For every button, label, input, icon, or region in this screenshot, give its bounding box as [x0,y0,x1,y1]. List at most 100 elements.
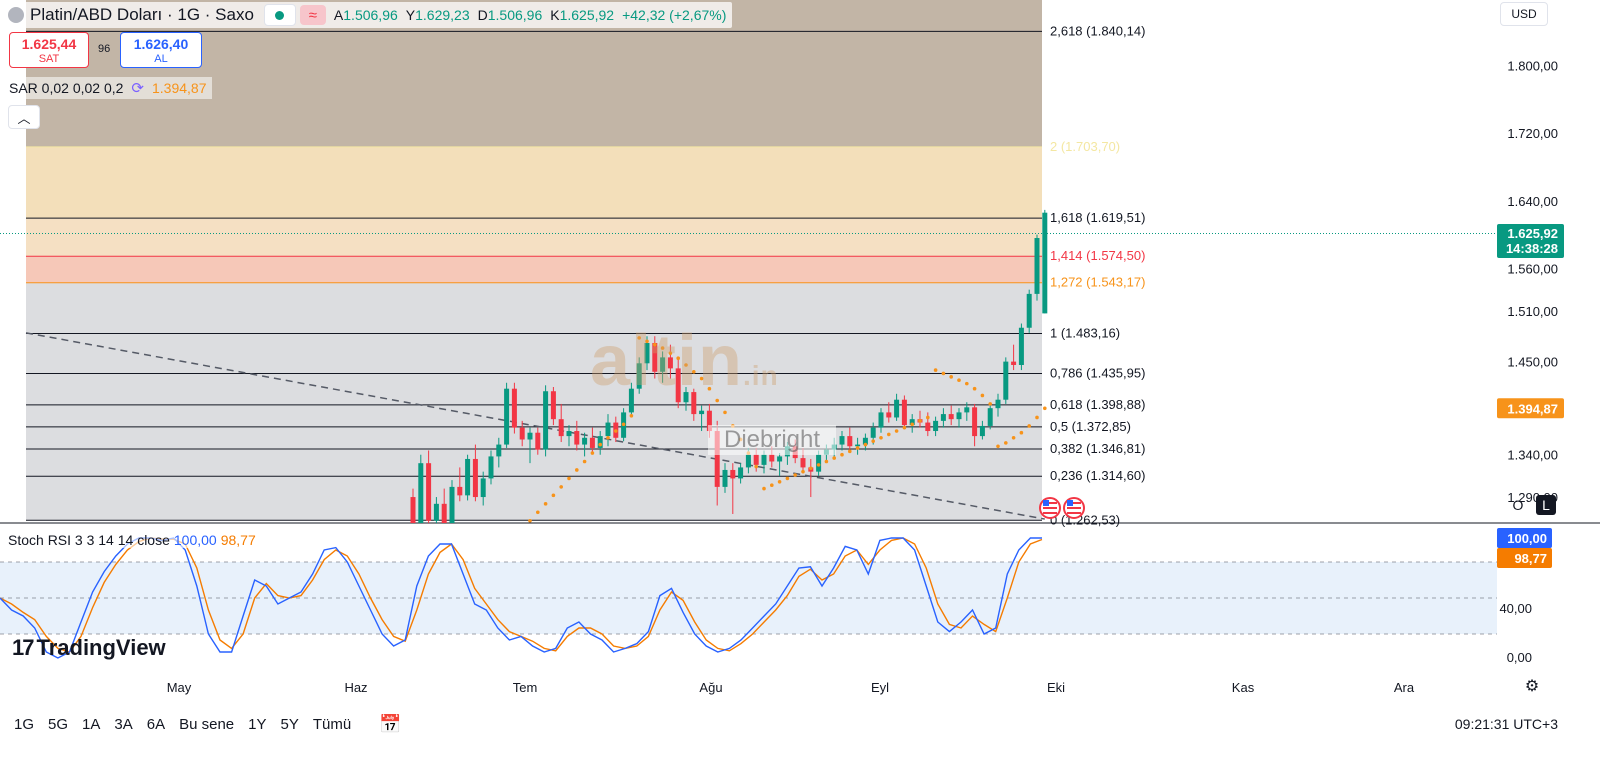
bottom-toolbar: 1G 5G 1A 3A 6A Bu sene 1Y 5Y Tümü 📅 09:21:31 UTC… [0,708,1600,740]
candle-44 [753,454,759,465]
candle-59 [870,427,876,438]
fib-zone-6 [26,373,1042,405]
candle-21 [574,431,580,445]
market-open-icon [275,10,285,20]
stoch-legend[interactable]: Stoch RSI 3 3 14 14 close 100,00 98,77 [4,532,260,548]
buy-button[interactable]: 1.626,40 AL [120,32,202,68]
sar-dot-68 [1035,415,1039,420]
range-button-3[interactable]: 3A [114,715,133,733]
scale-log-button[interactable]: L [1536,495,1556,515]
candle-72 [972,407,978,437]
sar-dot-47 [871,439,875,443]
sar-dot-56 [941,371,946,376]
time-tick-7: Kas [1232,680,1255,695]
fib-zone-4 [26,282,1042,334]
price-tick-3: 1.450,00 [1507,355,1558,370]
us-flag-stripe-a-0 [1043,502,1057,504]
range-button-7[interactable]: 5Y [280,715,299,733]
candle-81 [1042,212,1048,314]
currency-selector[interactable]: USD [1500,2,1548,26]
candle-37 [699,410,705,415]
candles [410,209,1048,523]
grid [0,233,1600,524]
candle-33 [667,357,673,369]
sar-dot-54 [926,415,930,420]
time-tick-8: Ara [1394,680,1415,695]
sar-dot-60 [972,386,977,391]
sar-dot-37 [793,473,797,477]
tradingview-logo-icon: 17 [12,635,35,660]
ohlc-open: A1.506,96 [333,7,398,23]
candle-68 [940,414,946,421]
chevron-up-icon: ︿ [17,110,31,126]
sar-legend[interactable]: SAR 0,02 0,02 0,2 ⟳ 1.394,87 [4,77,212,99]
candle-4 [441,503,447,523]
fib-label-9: 0,382 (1.346,81) [1050,441,1145,456]
price-axis: 1.290,001.340,001.450,001.510,001.560,00… [1497,58,1564,505]
candle-25 [605,422,611,437]
candle-56 [847,436,853,447]
sar-dot-65 [1011,435,1016,440]
us-flag-stripe-a-1 [1067,502,1081,504]
us-flag-stripe-b-0 [1043,507,1057,509]
us-flag-stripe-c-0 [1043,512,1057,514]
time-tick-3: Tem [513,680,538,695]
range-button-4[interactable]: 6A [146,715,166,733]
event-flags [1039,497,1085,519]
fib-label-2: 1,618 (1.619,51) [1050,210,1145,225]
price-change: +42,32 (+2,67%) [622,7,727,23]
sell-button[interactable]: 1.625,44 SAT [9,32,89,68]
candle-45 [761,454,767,465]
gear-icon[interactable]: ⚙ [1524,678,1540,695]
sar-badge [1497,398,1564,419]
candle-29 [636,363,642,389]
sell-label: SAT [38,53,60,65]
candle-38 [706,410,712,432]
sar-dot-41 [824,459,829,464]
candle-67 [933,420,939,432]
stoch-d-badge-label: 98,77 [1514,551,1547,566]
scale-o-button[interactable]: O [1512,497,1524,513]
range-button-2[interactable]: 1A [82,715,101,733]
tradingview-logo[interactable]: 17 TradingView [12,634,166,662]
candle-66 [925,422,931,432]
sar-dot-6 [551,493,556,498]
candle-18 [550,391,556,420]
spread-value: 96 [98,43,111,55]
range-button-0[interactable]: 1G [14,715,35,733]
market-status-button[interactable] [263,4,296,26]
tradingview-logo-text: TradingView [36,635,166,660]
us-flag-stripe-b-1 [1067,507,1081,509]
collapse-legend-button[interactable]: ︿ [8,105,40,129]
range-button-6[interactable]: 1Y [248,715,267,733]
candle-63 [901,399,907,426]
candle-62 [894,399,900,418]
sar-dot-50 [894,429,899,433]
sar-dot-8 [567,476,571,481]
candle-14 [519,427,525,440]
candle-76 [1003,361,1009,400]
sar-dot-34 [770,483,774,487]
candle-55 [839,436,845,445]
time-tick-1: May [167,680,192,695]
symbol-title[interactable]: Platin/ABD Doları · 1G · Saxo [30,5,254,24]
range-button-5[interactable]: Bu sene [179,715,235,733]
stoch-tick-40: 40,00 [1499,601,1532,616]
calendar-icon[interactable]: 📅 [379,713,402,734]
sar-dot-66 [1019,430,1024,435]
sar-dot-22 [676,356,680,361]
candle-15 [527,432,533,440]
range-button-8[interactable]: Tümü [312,715,352,733]
candle-31 [652,342,658,372]
candle-70 [956,412,962,420]
fib-label-4: 1,272 (1.543,17) [1050,275,1145,290]
sar-dot-32 [754,464,758,469]
range-button-1[interactable]: 5G [48,715,69,733]
sar-dot-51 [902,425,907,430]
wave-icon[interactable]: ≈ [299,5,326,25]
candle-24 [597,436,603,448]
refresh-icon[interactable]: ⟳ [131,80,144,97]
clock[interactable]: 09:21:31 UTC+3 [1454,716,1558,732]
sar-dot-42 [832,456,836,460]
